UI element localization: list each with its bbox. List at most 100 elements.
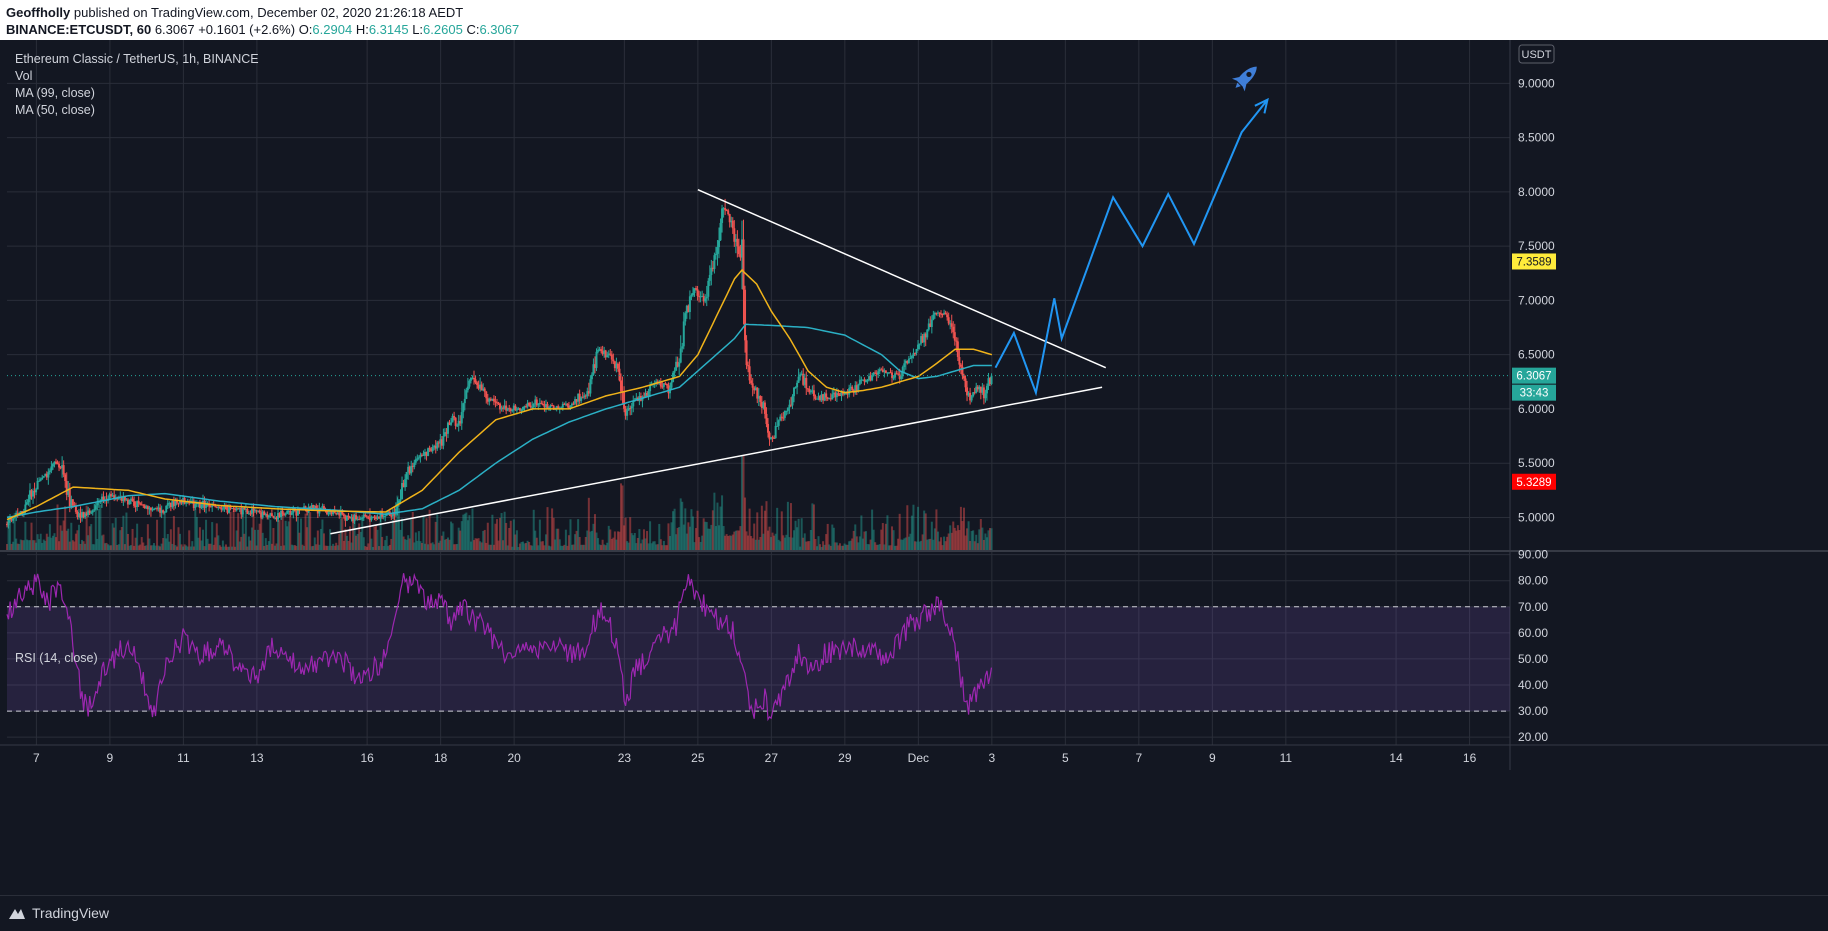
candle-body xyxy=(851,386,854,391)
candle-body xyxy=(47,472,50,478)
volume-bar xyxy=(18,544,21,550)
volume-bar xyxy=(635,543,638,550)
candle-body xyxy=(626,410,629,416)
volume-bar xyxy=(658,523,661,550)
volume-bar xyxy=(531,545,534,550)
candle-body xyxy=(548,407,551,409)
trendlines[interactable] xyxy=(330,189,1107,535)
volume-bar xyxy=(809,529,812,550)
candle-body xyxy=(220,507,223,510)
candle-body xyxy=(672,372,675,382)
volume-bar xyxy=(499,517,502,550)
volume-bar xyxy=(41,542,44,550)
candle-body xyxy=(676,361,679,367)
candle-body xyxy=(883,370,886,373)
candle-body xyxy=(581,397,584,399)
volume-bar xyxy=(763,510,766,550)
candle-body xyxy=(332,509,335,515)
author-name[interactable]: Geoffholly xyxy=(6,5,71,20)
volume-bar xyxy=(425,518,428,550)
volume-bar xyxy=(783,537,786,550)
candle-body xyxy=(185,502,188,504)
time-tick-label: 9 xyxy=(1209,751,1216,765)
candle-body xyxy=(748,366,751,381)
candle-body xyxy=(632,401,635,407)
candle-body xyxy=(258,510,261,513)
candle-body xyxy=(427,448,430,456)
volume-bar xyxy=(682,524,685,550)
volume-bar xyxy=(676,527,679,550)
volume-bar xyxy=(453,544,456,550)
candle-body xyxy=(453,415,456,418)
volume-bar xyxy=(616,531,619,550)
legend-ma50[interactable]: MA (50, close) xyxy=(15,103,95,117)
volume-bar xyxy=(67,528,70,550)
volume-bar xyxy=(336,545,339,550)
candle-body xyxy=(137,501,140,504)
legend-ma99[interactable]: MA (99, close) xyxy=(15,86,95,100)
candle-body xyxy=(958,357,961,365)
currency-label: USDT xyxy=(1522,49,1552,61)
candle-body xyxy=(667,385,670,394)
candle-body xyxy=(887,372,890,374)
candle-body xyxy=(600,349,603,352)
volume-bar xyxy=(192,546,195,550)
candle-body xyxy=(979,386,982,393)
candle-body xyxy=(375,517,378,519)
projection-path[interactable] xyxy=(994,97,1269,397)
close-label: C: xyxy=(466,22,480,37)
volume-bar xyxy=(488,544,491,550)
volume-bar xyxy=(35,542,38,550)
volume-bar xyxy=(139,544,142,550)
volume-bar xyxy=(131,528,134,550)
volume-bar xyxy=(864,531,867,550)
candle-body xyxy=(110,494,113,497)
time-tick-label: 9 xyxy=(107,751,114,765)
volume-bar xyxy=(390,538,393,550)
volume-bar xyxy=(710,524,713,550)
legend-rsi[interactable]: RSI (14, close) xyxy=(15,651,98,665)
candle-body xyxy=(296,508,299,516)
publish-line: Geoffholly published on TradingView.com,… xyxy=(6,5,463,20)
volume-bar xyxy=(154,545,157,550)
volume-bar xyxy=(38,539,41,550)
volume-bar xyxy=(641,539,644,550)
candle-body xyxy=(587,391,590,394)
candle-body xyxy=(532,404,535,408)
volume-bar xyxy=(73,541,76,550)
candle-body xyxy=(809,390,812,393)
volume-bar xyxy=(431,542,434,550)
volume-bar xyxy=(201,529,204,550)
volume-bar xyxy=(589,531,592,550)
candle-body xyxy=(918,343,921,345)
candle-body xyxy=(541,403,544,405)
legend-vol[interactable]: Vol xyxy=(15,69,33,83)
ma50-line xyxy=(6,268,993,521)
volume-bar xyxy=(278,520,281,550)
candle-body xyxy=(682,321,685,347)
chart-canvas[interactable]: 9.0000 8.5000 8.0000 7.5000 7.0000 6.5000 6.00… xyxy=(0,40,1828,895)
candle-body xyxy=(67,488,70,495)
legend-title[interactable]: Ethereum Classic / TetherUS, 1h, BINANCE xyxy=(15,52,259,66)
candle-body xyxy=(661,386,664,388)
candle-body xyxy=(520,409,523,411)
volume-bar xyxy=(159,546,162,550)
projection-line xyxy=(994,99,1269,397)
volume-bar xyxy=(959,506,962,550)
candle-body xyxy=(681,346,684,349)
volume-bar xyxy=(540,541,543,550)
candle-body xyxy=(209,506,212,508)
candle-body xyxy=(947,317,950,324)
volume-bar xyxy=(624,517,627,550)
volume-bar xyxy=(797,518,800,550)
candle-body xyxy=(278,512,281,518)
footer-brand[interactable]: TradingView xyxy=(32,905,110,921)
volume-bar xyxy=(627,542,630,550)
candle-body xyxy=(152,509,155,511)
volume-bar xyxy=(598,544,601,550)
volume-bar xyxy=(240,536,243,550)
volume-bar xyxy=(469,541,472,550)
candle-body xyxy=(416,458,419,460)
price-tick-label: 6.5000 xyxy=(1518,348,1555,362)
volume-bar xyxy=(871,509,874,550)
